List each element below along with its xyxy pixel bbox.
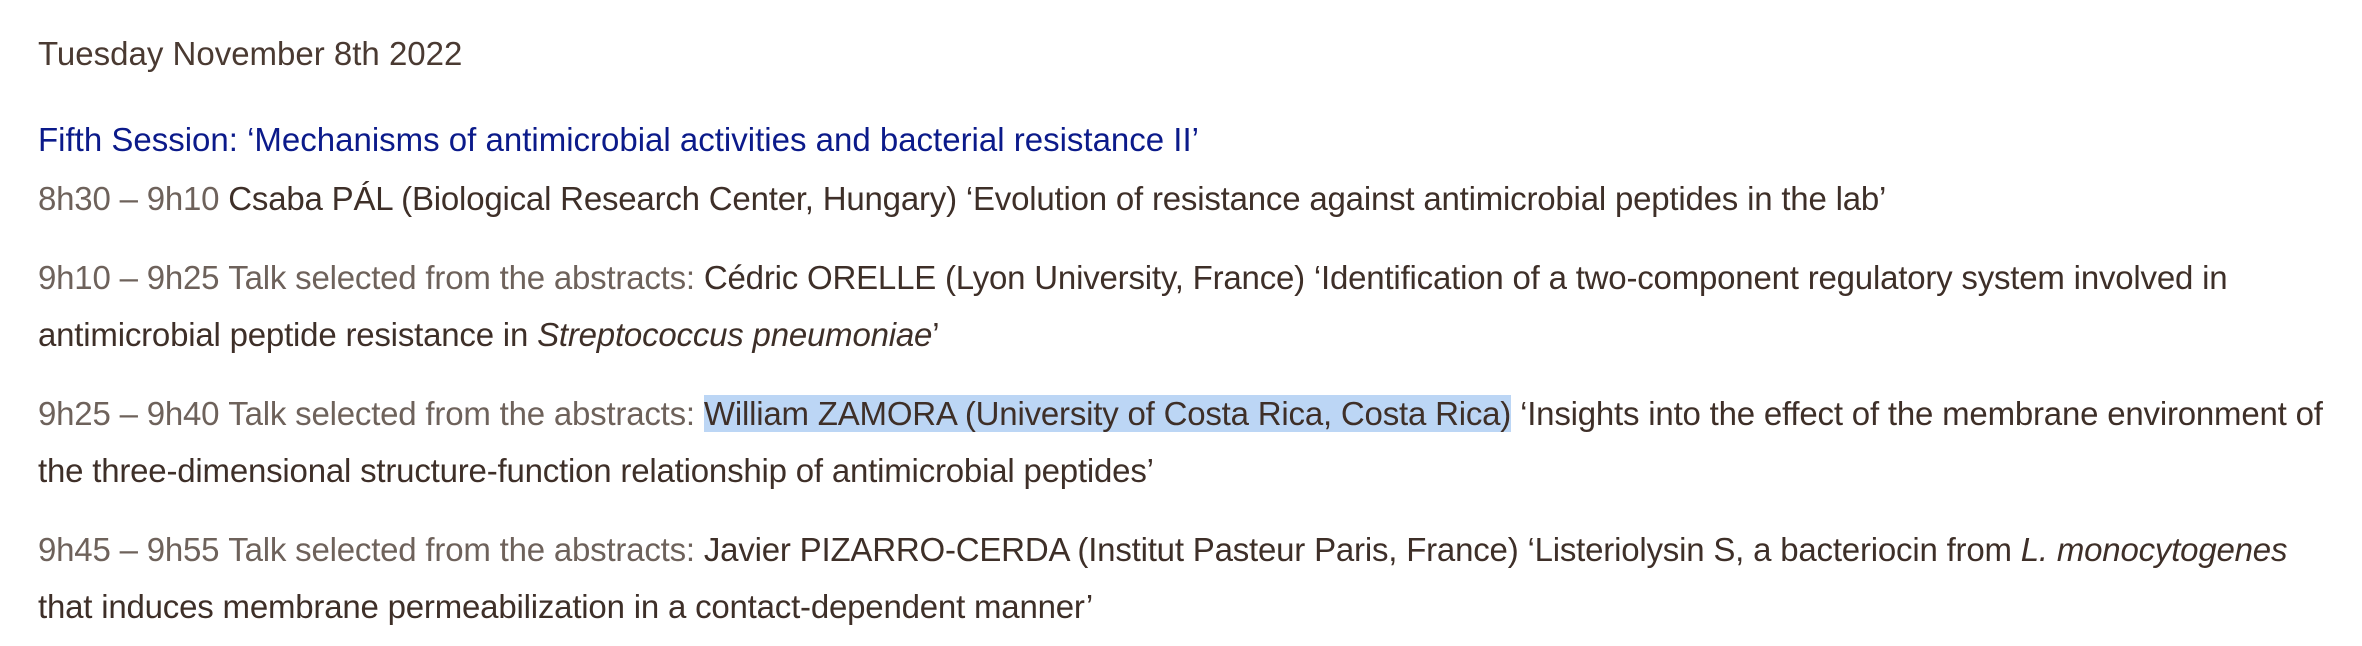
program-page: Tuesday November 8th 2022 Fifth Session:… xyxy=(38,35,2338,635)
talk-title: ‘Listeriolysin S, a bacteriocin from xyxy=(1527,531,2012,568)
talk-item: 9h10 – 9h25 Talk selected from the abstr… xyxy=(38,249,2338,363)
talk-time: 8h30 – 9h10 xyxy=(38,180,220,217)
talk-title-italic: L. monocytogenes xyxy=(2020,531,2288,568)
talk-title: ‘Insights into the effect of the membran… xyxy=(38,395,2323,489)
talk-speaker: Csaba PÁL (Biological Research Center, H… xyxy=(228,180,957,217)
talk-title-end: that induces membrane permeabilization i… xyxy=(38,588,1094,625)
date-heading: Tuesday November 8th 2022 xyxy=(38,35,463,72)
session-title: Fifth Session: ‘Mechanisms of antimicrob… xyxy=(38,121,1199,158)
talk-speaker-selected[interactable]: William ZAMORA (University of Costa Rica… xyxy=(703,395,1512,432)
selected-label: Talk selected from the abstracts: xyxy=(228,395,695,432)
talk-title-italic: Streptococcus pneumoniae xyxy=(537,316,933,353)
selected-label: Talk selected from the abstracts: xyxy=(228,531,695,568)
talk-title: ‘Identification of a two-component regul… xyxy=(38,259,2228,353)
talk-title-end: ’ xyxy=(932,316,940,353)
talk-speaker: Javier PIZARRO-CERDA (Institut Pasteur P… xyxy=(703,531,1519,568)
talk-speaker: Cédric ORELLE (Lyon University, France) xyxy=(703,259,1305,296)
talk-time: 9h25 – 9h40 xyxy=(38,395,220,432)
talk-time: 9h45 – 9h55 xyxy=(38,531,220,568)
talk-title: ‘Evolution of resistance against antimic… xyxy=(965,180,1887,217)
selected-label: Talk selected from the abstracts: xyxy=(228,259,695,296)
talk-time: 9h10 – 9h25 xyxy=(38,259,220,296)
talk-item: 9h45 – 9h55 Talk selected from the abstr… xyxy=(38,521,2338,635)
talk-item: 8h30 – 9h10 Csaba PÁL (Biological Resear… xyxy=(38,170,2338,227)
talk-item: 9h25 – 9h40 Talk selected from the abstr… xyxy=(38,385,2338,499)
